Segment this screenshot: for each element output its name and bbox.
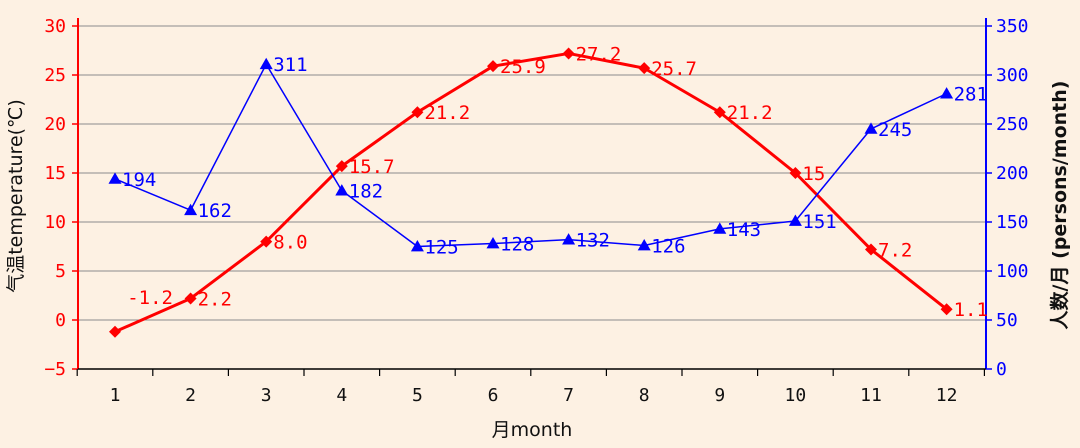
visitors-label: 151 xyxy=(802,211,836,233)
temperature-label: 25.7 xyxy=(651,58,697,80)
x-tick-label: 12 xyxy=(936,385,958,406)
temperature-point xyxy=(789,167,802,179)
visitors-point xyxy=(410,240,424,252)
x-tick-label: 2 xyxy=(185,385,196,406)
visitors-label: 245 xyxy=(878,119,912,141)
temperature-label: 15.7 xyxy=(349,156,395,178)
left-tick-label: 30 xyxy=(44,16,66,37)
temperature-label: 8.0 xyxy=(273,232,307,254)
data-labels: -1.2 2.2 8.0 15.7 21.2 25.9 27.2 25.7 21.2 15 7.2 1… xyxy=(122,43,988,321)
visitors-point xyxy=(108,172,122,184)
visitors-label: 311 xyxy=(273,54,307,76)
x-tick-label: 1 xyxy=(110,385,121,406)
x-tick-label: 5 xyxy=(412,385,423,406)
visitors-label: 126 xyxy=(651,236,685,258)
visitors-label: 162 xyxy=(198,200,232,222)
visitors-point xyxy=(562,233,576,245)
temperature-label: 25.9 xyxy=(500,56,546,78)
visitors-label: 132 xyxy=(576,230,610,252)
visitors-point xyxy=(637,239,651,251)
series xyxy=(108,47,954,338)
left-y-axis-title: 气温temperature(℃) xyxy=(5,99,27,293)
temperature-point xyxy=(260,235,273,248)
temperature-label: 27.2 xyxy=(576,43,622,65)
temperature-point xyxy=(335,160,348,173)
right-y-axis-title: 人数/月 (persons/month) xyxy=(1048,81,1071,330)
temperature-point xyxy=(184,292,197,305)
x-tick-label: 11 xyxy=(860,385,882,406)
left-tick-label: 10 xyxy=(44,212,66,233)
temperature-label: 7.2 xyxy=(878,239,912,261)
temperature-point xyxy=(638,62,651,75)
visitors-point xyxy=(335,184,349,196)
right-tick-label: 250 xyxy=(996,114,1029,135)
visitors-label: 194 xyxy=(122,169,156,191)
visitors-label: 125 xyxy=(424,237,458,259)
visitors-point xyxy=(486,237,500,249)
x-tick-label: 10 xyxy=(785,385,807,406)
right-tick-label: 350 xyxy=(996,16,1029,37)
temperature-point xyxy=(940,303,953,316)
x-tick-label: 3 xyxy=(261,385,272,406)
x-tick-label: 6 xyxy=(488,385,499,406)
visitors-point xyxy=(713,222,727,234)
left-tick-label: 25 xyxy=(44,65,66,86)
right-tick-label: 50 xyxy=(996,310,1018,331)
visitors-label: 143 xyxy=(727,219,761,241)
right-tick-label: 100 xyxy=(996,261,1029,282)
left-tick-label: 0 xyxy=(55,310,66,331)
temperature-point xyxy=(713,106,726,119)
temperature-point xyxy=(865,243,877,256)
visitors-label: 281 xyxy=(954,84,988,106)
right-tick-label: 150 xyxy=(996,212,1029,233)
visitors-point xyxy=(184,203,198,216)
temperature-label: 1.1 xyxy=(954,299,988,321)
temperature-label: 2.2 xyxy=(198,288,232,310)
temperature-point xyxy=(487,60,499,73)
temperature-label: 21.2 xyxy=(424,102,470,124)
right-tick-label: 0 xyxy=(996,359,1007,380)
x-tick-label: 4 xyxy=(336,385,347,406)
left-tick-label: 5 xyxy=(55,261,66,282)
x-tick-label: 8 xyxy=(639,385,650,406)
right-tick-label: 200 xyxy=(996,163,1029,184)
right-tick-label: 300 xyxy=(996,65,1029,86)
left-tick-label: 20 xyxy=(44,114,66,135)
visitors-line xyxy=(114,63,947,248)
temperature-label: -1.2 xyxy=(127,287,173,309)
temperature-line xyxy=(114,51,948,334)
x-tick-label: 9 xyxy=(714,385,725,406)
visitors-point xyxy=(864,122,878,134)
visitors-point xyxy=(788,214,802,226)
temperature-label: 21.2 xyxy=(727,102,773,124)
temperature-point xyxy=(562,47,575,60)
visitors-label: 128 xyxy=(500,234,534,256)
temperature-point xyxy=(411,106,424,119)
x-tick-label: 7 xyxy=(563,385,574,406)
temperature-label: 15 xyxy=(802,163,825,185)
visitors-label: 182 xyxy=(349,181,383,203)
visitors-point xyxy=(259,57,273,70)
left-tick-label: −5 xyxy=(44,359,66,380)
visitors-point xyxy=(940,87,954,99)
temperature-point xyxy=(109,325,121,338)
x-axis-title: 月month xyxy=(492,419,573,441)
left-tick-label: 15 xyxy=(44,163,66,184)
